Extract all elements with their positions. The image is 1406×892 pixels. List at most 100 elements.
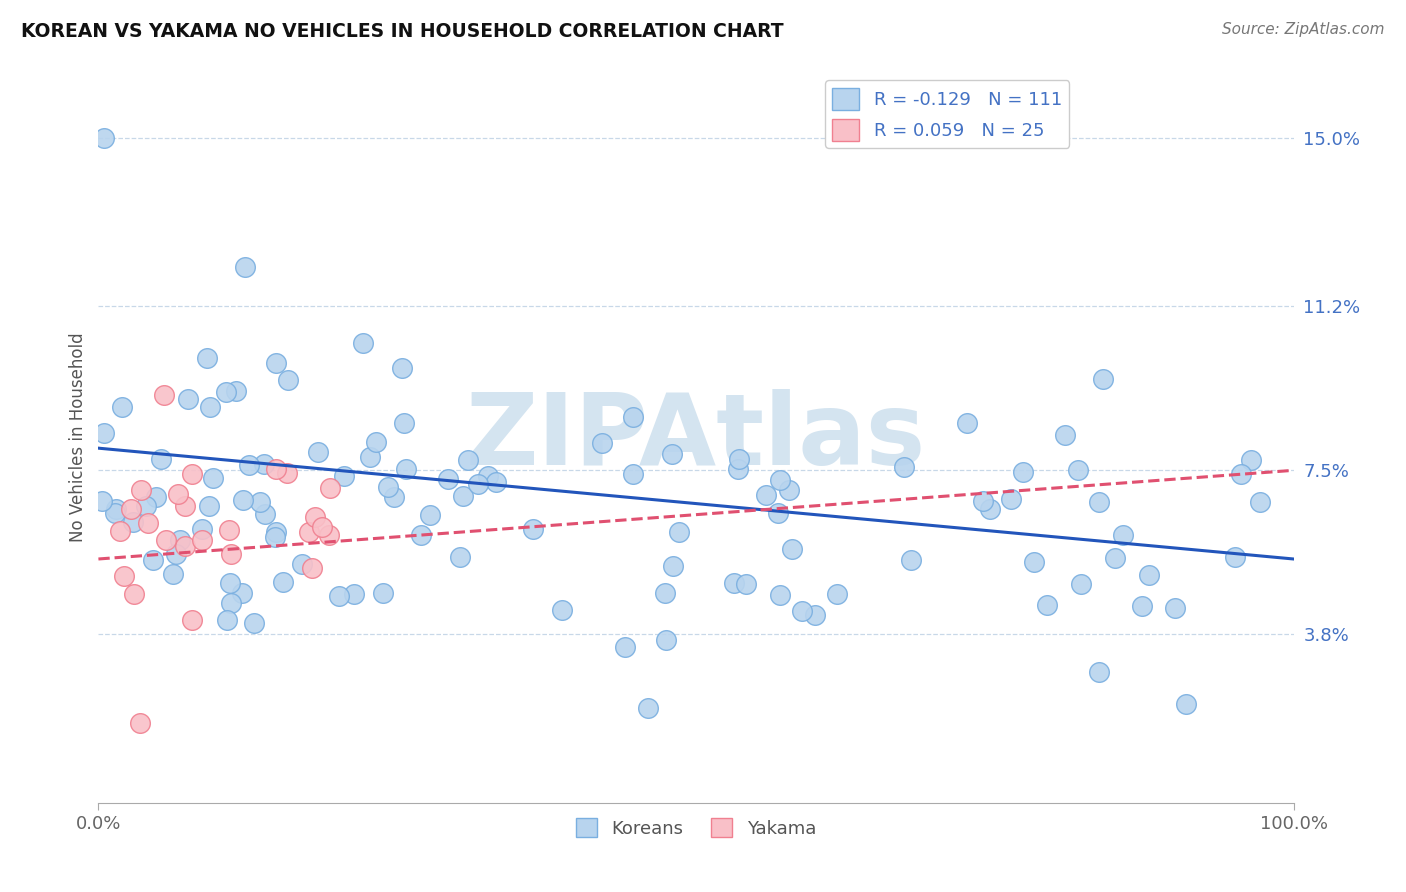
Point	[728, 452, 751, 467]
Point	[979, 501, 1001, 516]
Point	[1053, 428, 1076, 442]
Point	[231, 585, 253, 599]
Point	[522, 522, 544, 536]
Point	[93, 425, 115, 440]
Point	[1035, 598, 1057, 612]
Point	[485, 475, 508, 490]
Point	[169, 533, 191, 547]
Point	[782, 542, 804, 557]
Point	[276, 466, 298, 480]
Point	[215, 613, 238, 627]
Point	[391, 361, 413, 376]
Point	[972, 494, 994, 508]
Point	[135, 500, 157, 514]
Point	[277, 373, 299, 387]
Point	[1230, 467, 1253, 481]
Point	[129, 483, 152, 498]
Point	[668, 525, 690, 540]
Point	[1225, 549, 1247, 564]
Point	[1067, 463, 1090, 477]
Text: KOREAN VS YAKAMA NO VEHICLES IN HOUSEHOLD CORRELATION CHART: KOREAN VS YAKAMA NO VEHICLES IN HOUSEHOL…	[21, 22, 783, 41]
Point	[373, 586, 395, 600]
Text: ZIPAtlas: ZIPAtlas	[465, 389, 927, 485]
Point	[221, 596, 243, 610]
Point	[242, 615, 264, 630]
Text: Source: ZipAtlas.com: Source: ZipAtlas.com	[1222, 22, 1385, 37]
Point	[1012, 466, 1035, 480]
Point	[198, 500, 221, 514]
Point	[352, 335, 374, 350]
Point	[142, 553, 165, 567]
Point	[613, 640, 636, 654]
Point	[1091, 372, 1114, 386]
Point	[769, 588, 792, 602]
Point	[165, 547, 187, 561]
Point	[1130, 599, 1153, 614]
Point	[825, 586, 848, 600]
Point	[162, 567, 184, 582]
Point	[328, 589, 350, 603]
Point	[662, 558, 685, 573]
Point	[110, 400, 132, 414]
Point	[136, 516, 159, 530]
Point	[655, 632, 678, 647]
Point	[145, 490, 167, 504]
Point	[298, 524, 321, 539]
Point	[218, 576, 240, 591]
Point	[343, 587, 366, 601]
Point	[93, 131, 115, 145]
Point	[264, 530, 287, 544]
Point	[419, 508, 441, 523]
Point	[218, 523, 240, 537]
Point	[1022, 555, 1045, 569]
Point	[1104, 550, 1126, 565]
Point	[591, 436, 613, 450]
Point	[755, 488, 778, 502]
Point	[477, 469, 499, 483]
Point	[395, 461, 418, 475]
Point	[264, 524, 287, 539]
Point	[311, 519, 333, 533]
Point	[301, 561, 323, 575]
Point	[661, 448, 683, 462]
Point	[238, 458, 260, 472]
Point	[112, 568, 135, 582]
Point	[271, 574, 294, 589]
Point	[155, 533, 177, 548]
Point	[451, 489, 474, 503]
Point	[621, 409, 644, 424]
Point	[249, 495, 271, 509]
Point	[1174, 697, 1197, 711]
Point	[893, 459, 915, 474]
Point	[181, 467, 204, 481]
Point	[735, 576, 758, 591]
Point	[769, 473, 792, 487]
Point	[1240, 453, 1263, 467]
Point	[167, 486, 190, 500]
Legend: Koreans, Yakama: Koreans, Yakama	[568, 811, 824, 845]
Point	[121, 516, 143, 530]
Point	[153, 388, 176, 402]
Point	[219, 547, 242, 561]
Point	[191, 522, 214, 536]
Point	[551, 602, 574, 616]
Point	[191, 533, 214, 547]
Point	[804, 607, 827, 622]
Point	[1070, 576, 1092, 591]
Point	[173, 539, 195, 553]
Point	[790, 604, 813, 618]
Point	[225, 384, 247, 398]
Point	[108, 524, 131, 538]
Point	[253, 507, 276, 521]
Point	[195, 351, 218, 366]
Point	[437, 472, 460, 486]
Point	[291, 557, 314, 571]
Point	[149, 451, 172, 466]
Point	[359, 450, 381, 464]
Point	[392, 416, 415, 430]
Point	[104, 506, 127, 520]
Point	[124, 587, 146, 601]
Point	[637, 701, 659, 715]
Point	[1137, 568, 1160, 582]
Point	[778, 483, 800, 497]
